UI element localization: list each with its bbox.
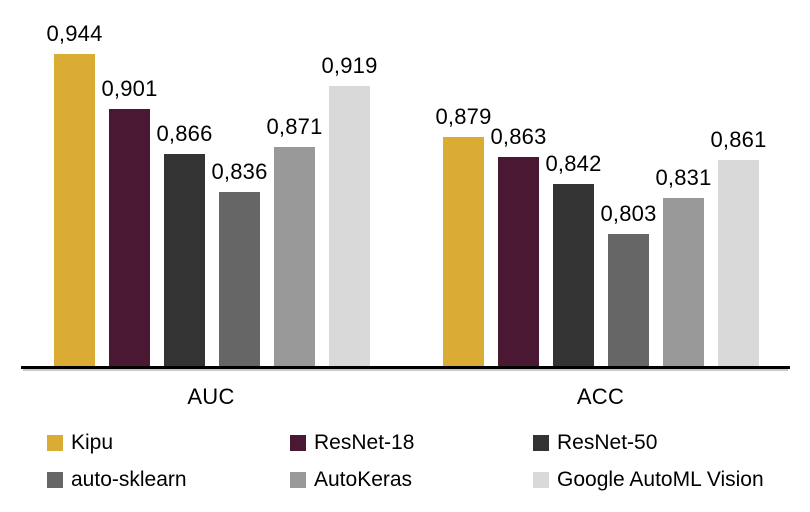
- legend-label: ResNet-50: [557, 431, 658, 454]
- legend-item-resnet-18: ResNet-18: [290, 432, 533, 454]
- bar-column-resnet-18-auc: 0,901: [101, 77, 157, 366]
- bar-value-label: 0,866: [156, 121, 213, 146]
- legend-item-kipu: Kipu: [47, 432, 290, 454]
- bar-value-label: 0,901: [101, 76, 158, 101]
- x-axis-label-acc: ACC: [576, 384, 625, 409]
- legend-swatch-resnet-18: [290, 435, 306, 451]
- legend-swatch-auto-sklearn: [47, 472, 63, 488]
- bar-google-automl-vision-acc: [718, 160, 759, 366]
- legend-label: AutoKeras: [314, 468, 413, 491]
- legend-swatch-resnet-50: [533, 435, 549, 451]
- bar-value-label: 0,836: [211, 159, 268, 184]
- legend-item-google-automl-vision: Google AutoML Vision: [533, 469, 783, 491]
- bar-column-kipu-auc: 0,944: [46, 22, 102, 366]
- legend-item-resnet-50: ResNet-50: [533, 432, 783, 454]
- bar-column-kipu-acc: 0,879: [435, 105, 491, 366]
- bar-resnet-50-auc: [164, 154, 205, 366]
- bar-resnet-50-acc: [553, 184, 594, 366]
- legend-swatch-kipu: [47, 435, 63, 451]
- bar-column-autokeras-auc: 0,871: [266, 115, 322, 366]
- legend-label: auto-sklearn: [71, 468, 187, 491]
- bar-column-google-automl-vision-acc: 0,861: [710, 128, 766, 366]
- legend-swatch-autokeras: [290, 472, 306, 488]
- bar-resnet-18-acc: [498, 157, 539, 366]
- bar-value-label: 0,861: [710, 127, 767, 152]
- bar-auto-sklearn-auc: [219, 192, 260, 366]
- x-axis-label-auc: AUC: [187, 384, 235, 409]
- bar-value-label: 0,831: [655, 165, 712, 190]
- legend-item-autokeras: AutoKeras: [290, 469, 533, 491]
- legend-item-auto-sklearn: auto-sklearn: [47, 469, 290, 491]
- bar-autokeras-acc: [663, 198, 704, 366]
- bar-value-label: 0,871: [266, 114, 323, 139]
- bar-resnet-18-auc: [109, 109, 150, 366]
- bar-value-label: 0,803: [600, 201, 657, 226]
- bar-column-google-automl-vision-auc: 0,919: [321, 54, 377, 366]
- bar-kipu-acc: [443, 137, 484, 366]
- legend-label: Kipu: [71, 431, 114, 454]
- bar-value-label: 0,879: [435, 104, 492, 129]
- legend: Kipu ResNet-18 ResNet-50 auto-sklearn AutoKe…: [47, 432, 783, 491]
- legend-label: ResNet-18: [314, 431, 415, 454]
- bar-value-label: 0,842: [545, 151, 602, 176]
- bar-auto-sklearn-acc: [608, 234, 649, 366]
- bar-group-auc: 0,944 0,901 0,866 0,836 0,871 0,919: [46, 0, 377, 366]
- bar-autokeras-auc: [274, 147, 315, 366]
- bar-column-auto-sklearn-acc: 0,803: [600, 202, 656, 366]
- bar-column-resnet-50-acc: 0,842: [545, 152, 601, 366]
- plot-area: 0,944 0,901 0,866 0,836 0,871 0,919 0,879 0,863…: [21, 0, 790, 369]
- bar-group-acc: 0,879 0,863 0,842 0,803 0,831 0,861: [435, 0, 766, 366]
- bar-column-autokeras-acc: 0,831: [655, 166, 711, 366]
- bar-value-label: 0,944: [46, 21, 103, 46]
- bar-google-automl-vision-auc: [329, 86, 370, 366]
- legend-label: Google AutoML Vision: [557, 468, 764, 491]
- bar-column-resnet-18-acc: 0,863: [490, 125, 546, 366]
- bar-value-label: 0,863: [490, 124, 547, 149]
- legend-swatch-google-automl-vision: [533, 472, 549, 488]
- bar-value-label: 0,919: [321, 53, 378, 78]
- bar-column-auto-sklearn-auc: 0,836: [211, 160, 267, 366]
- bar-kipu-auc: [54, 54, 95, 366]
- bar-column-resnet-50-auc: 0,866: [156, 122, 212, 366]
